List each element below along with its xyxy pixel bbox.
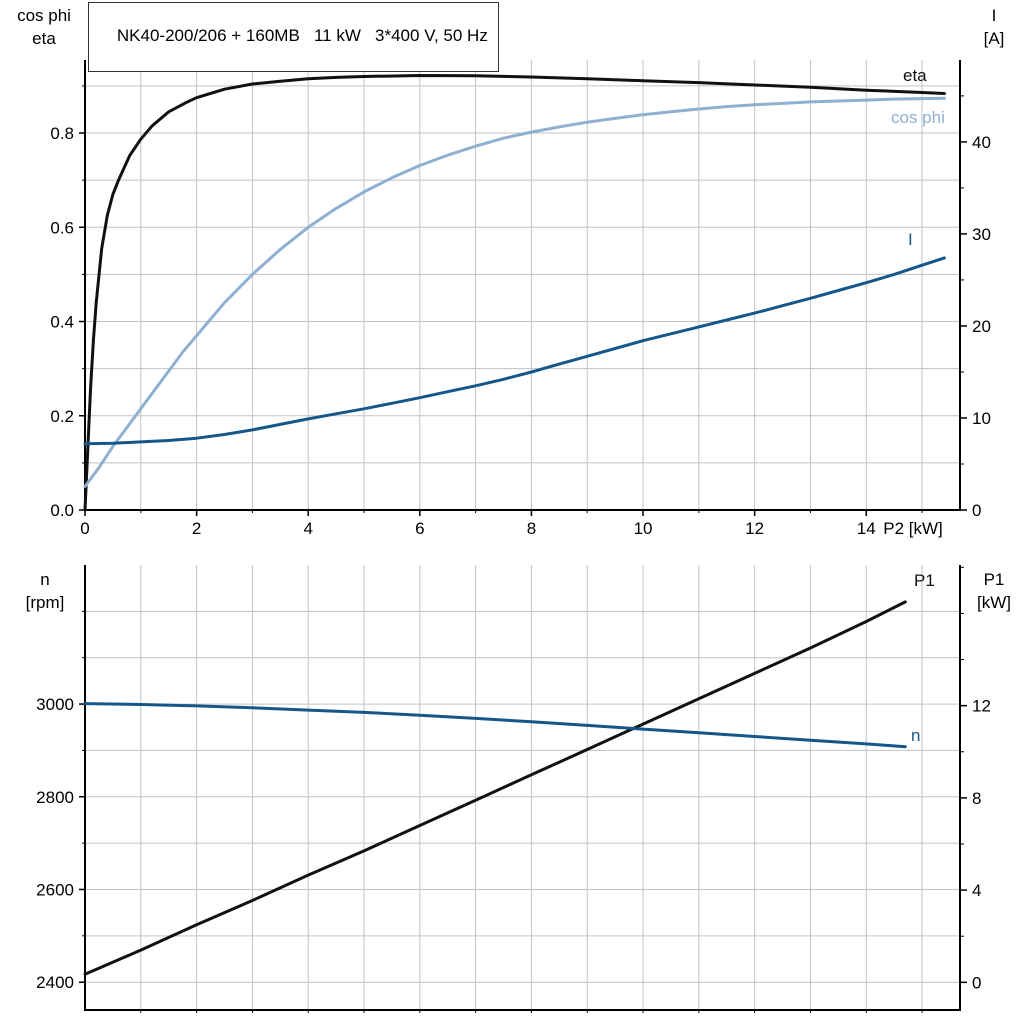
left-axis-label-eta: eta <box>32 29 56 48</box>
bottom-chart-left-axis-title: n [rpm] <box>6 568 84 614</box>
x-tick-label: 6 <box>415 519 424 538</box>
current-curve-label: I <box>908 230 913 249</box>
p1-curve-label: P1 <box>914 571 935 590</box>
right-axis-label-current-unit: [A] <box>983 29 1005 48</box>
right-tick-label: 0 <box>972 501 981 520</box>
cos-phi-curve-label: cos phi <box>891 108 945 127</box>
right-axis-label-p1: P1 <box>983 570 1005 589</box>
chart-title: NK40-200/206 + 160MB 11 kW 3*400 V, 50 H… <box>116 26 488 45</box>
left-axis-label-speed: n <box>40 570 50 589</box>
n-curve-label: n <box>911 726 920 745</box>
left-tick-label: 2600 <box>36 880 74 899</box>
left-tick-label: 2400 <box>36 973 74 992</box>
left-tick-label: 0.6 <box>50 218 74 237</box>
chart-title-box: NK40-200/206 + 160MB 11 kW 3*400 V, 50 H… <box>88 2 499 72</box>
x-tick-label: 10 <box>634 519 653 538</box>
x-axis-unit-label: P2 [kW] <box>883 519 943 538</box>
left-tick-label: 0.4 <box>50 313 74 332</box>
cos-phi-curve <box>83 96 946 488</box>
right-tick-label: 40 <box>972 133 991 152</box>
x-tick-label: 0 <box>80 519 89 538</box>
right-axis-label-current: I <box>991 6 997 25</box>
right-tick-label: 12 <box>972 697 991 716</box>
x-tick-label: 4 <box>303 519 312 538</box>
eta-curve <box>83 74 946 512</box>
left-tick-label: 0.0 <box>50 501 74 520</box>
right-tick-label: 0 <box>972 973 981 992</box>
right-tick-label: 20 <box>972 317 991 336</box>
x-tick-label: 8 <box>527 519 536 538</box>
current-curve <box>83 256 946 446</box>
bottom-chart-right-axis-title: P1 [kW] <box>966 568 1022 614</box>
left-tick-label: 0.2 <box>50 407 74 426</box>
x-tick-label: 14 <box>857 519 876 538</box>
eta-curve-label: eta <box>903 66 927 85</box>
x-tick-label: 2 <box>192 519 201 538</box>
right-tick-label: 30 <box>972 225 991 244</box>
right-axis-label-p1-unit: [kW] <box>977 593 1011 612</box>
top-chart-left-axis-title: cos phi eta <box>2 4 86 50</box>
right-tick-label: 8 <box>972 789 981 808</box>
left-axis-label-speed-unit: [rpm] <box>25 593 65 612</box>
p1-curve <box>83 600 907 976</box>
top-chart-right-axis-title: I [A] <box>966 4 1022 50</box>
left-tick-label: 2800 <box>36 788 74 807</box>
n-curve <box>83 702 907 749</box>
left-axis-label-cos-phi: cos phi <box>17 6 71 25</box>
x-tick-label: 12 <box>745 519 764 538</box>
left-tick-label: 0.8 <box>50 124 74 143</box>
left-tick-label: 3000 <box>36 695 74 714</box>
right-tick-label: 4 <box>972 881 981 900</box>
right-tick-label: 10 <box>972 409 991 428</box>
